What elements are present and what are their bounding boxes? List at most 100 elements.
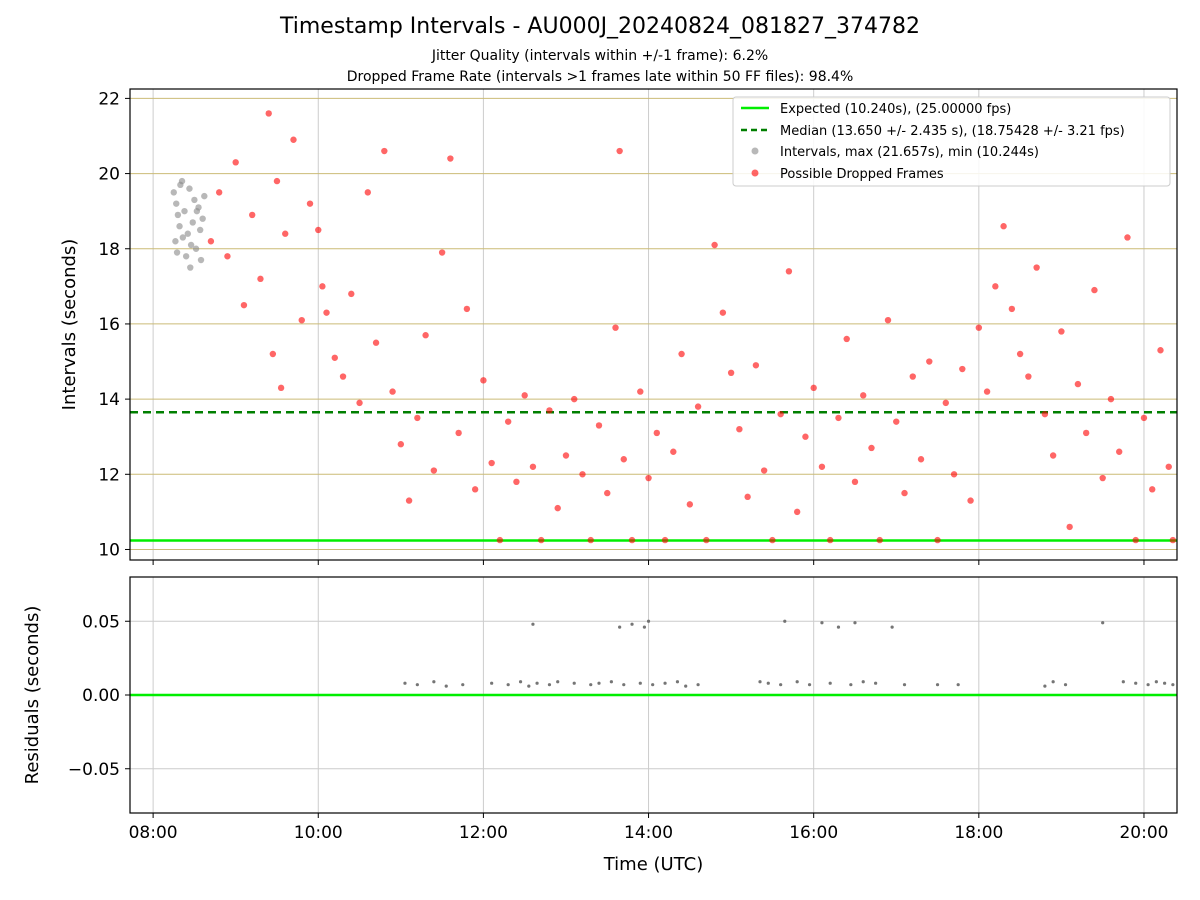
dropped-frame-point [827,536,834,544]
residual-point [651,683,655,687]
y-tick-label: 20 [98,165,120,185]
residual-point [1171,683,1175,687]
residual-point [890,625,894,629]
legend-box [732,96,1171,187]
dropped-frame-point [893,418,900,425]
residual-point [696,683,700,687]
bottom-y-axis-label: Residuals (seconds) [22,606,43,785]
dropped-frame-point [785,268,793,275]
residual-point [518,680,523,684]
dropped-frame-point [571,395,578,403]
residual-point [630,622,634,626]
dropped-frame-point [959,365,966,373]
dropped-frame-point [992,283,999,290]
residual-point [609,680,613,684]
dropped-frame-point [926,358,933,365]
x-tick-label: 10:00 [294,823,343,843]
dropped-frame-point [950,471,958,478]
dropped-frame-point [1000,223,1007,230]
dropped-frame-point [653,429,661,437]
dropped-frame-point [521,392,528,399]
dropped-frame-point [752,362,760,369]
dropped-frame-point [315,226,322,234]
dropped-frame-point [1008,305,1016,313]
y-tick-label: 0.00 [82,686,120,706]
dropped-frame-point [595,422,603,429]
dropped-frame-point [1049,452,1057,459]
residual-point [490,681,494,685]
dropped-frame-point [727,369,735,377]
dropped-frame-point [447,155,454,162]
dropped-frame-point [529,463,537,470]
dropped-frame-point [868,444,875,452]
top-points [170,110,1177,544]
residual-point [779,683,783,687]
dropped-frame-point [1033,264,1040,271]
dropped-frame-point [835,414,842,422]
interval-point [201,192,208,200]
dropped-frame-point [323,309,330,316]
dropped-frame-point [1149,486,1156,493]
dropped-frame-point [224,253,231,260]
dropped-frame-point [496,536,504,544]
residual-point [766,681,770,685]
top-reference-lines [130,411,1177,542]
bottom-x-axis-label: Time (UTC) [603,854,704,875]
dropped-frame-point [1157,347,1164,354]
dropped-frame-point [587,536,594,544]
y-tick-label: 16 [98,315,120,335]
dropped-frame-point [711,241,718,249]
dropped-frame-point [273,177,281,185]
dropped-frame-point [463,305,471,313]
legend: Expected (10.240s), (25.00000 fps) Media… [732,96,1171,187]
residual-point [861,680,865,684]
residual-point [556,680,560,684]
x-tick-label: 14:00 [624,823,673,843]
bottom-axes: 08:00 10:00 12:00 14:00 16:00 18:00 20:00 0.05 0… [68,612,1169,843]
dropped-frame-point [232,159,239,166]
dropped-frame-point [1169,536,1177,544]
dropped-frame-point [860,392,867,399]
dropped-frame-point [719,309,727,316]
interval-point [176,223,183,230]
dropped-frame-point [843,335,850,343]
residual-point [1163,681,1167,685]
residual-point [1063,683,1068,687]
x-tick-label: 16:00 [789,823,838,843]
dropped-frame-point [422,332,429,339]
interval-point [189,219,196,226]
dropped-frame-point [397,441,405,448]
dropped-frame-point [769,536,776,544]
residual-point [1101,621,1105,625]
chart-subtitle-jitter: Jitter Quality (intervals within +/-1 fr… [431,48,769,64]
interval-point [173,249,181,256]
dropped-frame-point [265,110,272,117]
dropped-frame-point [504,418,512,425]
dropped-frame-point [1116,448,1123,455]
residual-point [415,683,419,687]
residual-point [758,680,762,684]
interval-point [191,196,198,204]
residual-point [783,619,787,623]
dropped-frame-point [579,471,586,478]
dropped-frame-point [277,384,285,392]
chart-subtitle-dropped: Dropped Frame Rate (intervals >1 frames … [346,69,854,85]
y-tick-label: 14 [98,390,120,410]
dropped-frame-point [645,474,652,482]
dropped-frame-point [389,388,396,395]
y-tick-label: 10 [98,540,120,560]
legend-intervals-symbol [751,147,759,155]
residual-point [535,681,539,685]
dropped-frame-point [364,189,372,196]
dropped-frame-point [306,200,314,207]
dropped-frame-point [215,189,223,196]
dropped-frame-point [736,425,743,433]
dropped-frame-point [942,399,950,407]
legend-dropped-label: Possible Dropped Frames [780,167,944,182]
y-tick-label: −0.05 [68,760,120,780]
dropped-frame-point [298,316,305,324]
residual-point [795,680,799,684]
dropped-frame-point [670,448,677,455]
dropped-frame-point [290,136,297,143]
dropped-frame-point [546,407,553,414]
